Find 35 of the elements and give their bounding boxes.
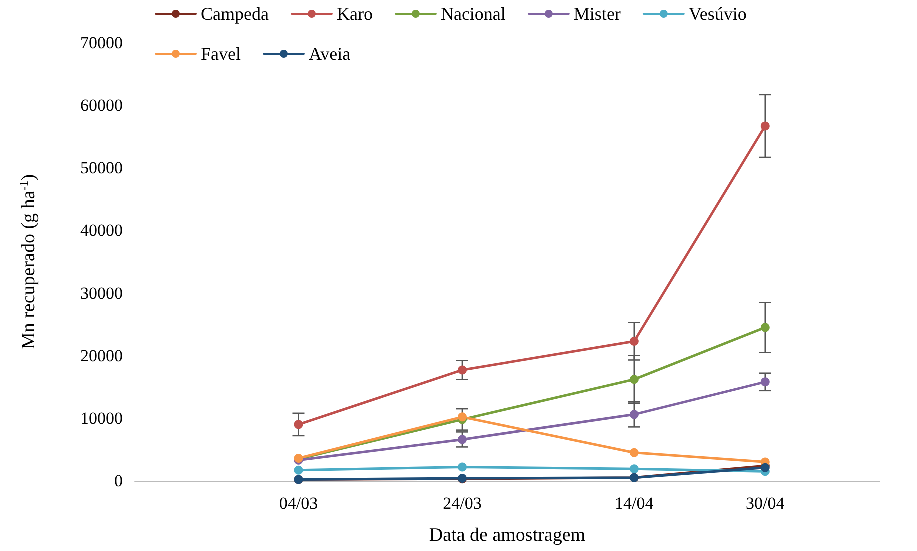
point (294, 466, 304, 475)
x-tick-label: 14/04 (615, 494, 654, 513)
x-axis-title: Data de amostragem (429, 525, 586, 546)
legend-label: Campeda (201, 4, 269, 24)
legend-label: Aveia (308, 44, 351, 64)
point (760, 378, 770, 387)
point (760, 122, 770, 131)
legend-label: Vesúvio (688, 4, 747, 24)
y-tick-label: 20000 (80, 346, 123, 366)
legend-label: Favel (201, 44, 241, 64)
point (630, 375, 639, 384)
point (458, 412, 467, 422)
point (458, 462, 467, 472)
legend-label: Mister (574, 4, 621, 24)
point (458, 435, 467, 444)
point (630, 448, 639, 458)
y-tick-label: 70000 (80, 34, 123, 52)
y-tick-label: 30000 (80, 284, 123, 303)
x-tick-label: 30/04 (746, 494, 786, 513)
y-tick-label: 10000 (80, 408, 123, 428)
point (458, 366, 467, 375)
point (760, 323, 770, 332)
x-tick-label: 24/03 (443, 494, 482, 513)
point (294, 420, 304, 430)
legend-label: Nacional (440, 4, 506, 24)
y-tick-label: 50000 (80, 158, 123, 178)
legend-label: Karo (336, 4, 373, 24)
y-tick-label: 60000 (80, 96, 123, 116)
x-tick-label: 04/03 (279, 494, 318, 513)
point (630, 336, 639, 346)
y-tick-label: 0 (114, 472, 123, 490)
y-tick-label: 40000 (80, 221, 123, 240)
point (630, 464, 639, 474)
point (630, 410, 639, 420)
y-axis-title: Mn recuperado (g ha-1) (17, 174, 40, 350)
